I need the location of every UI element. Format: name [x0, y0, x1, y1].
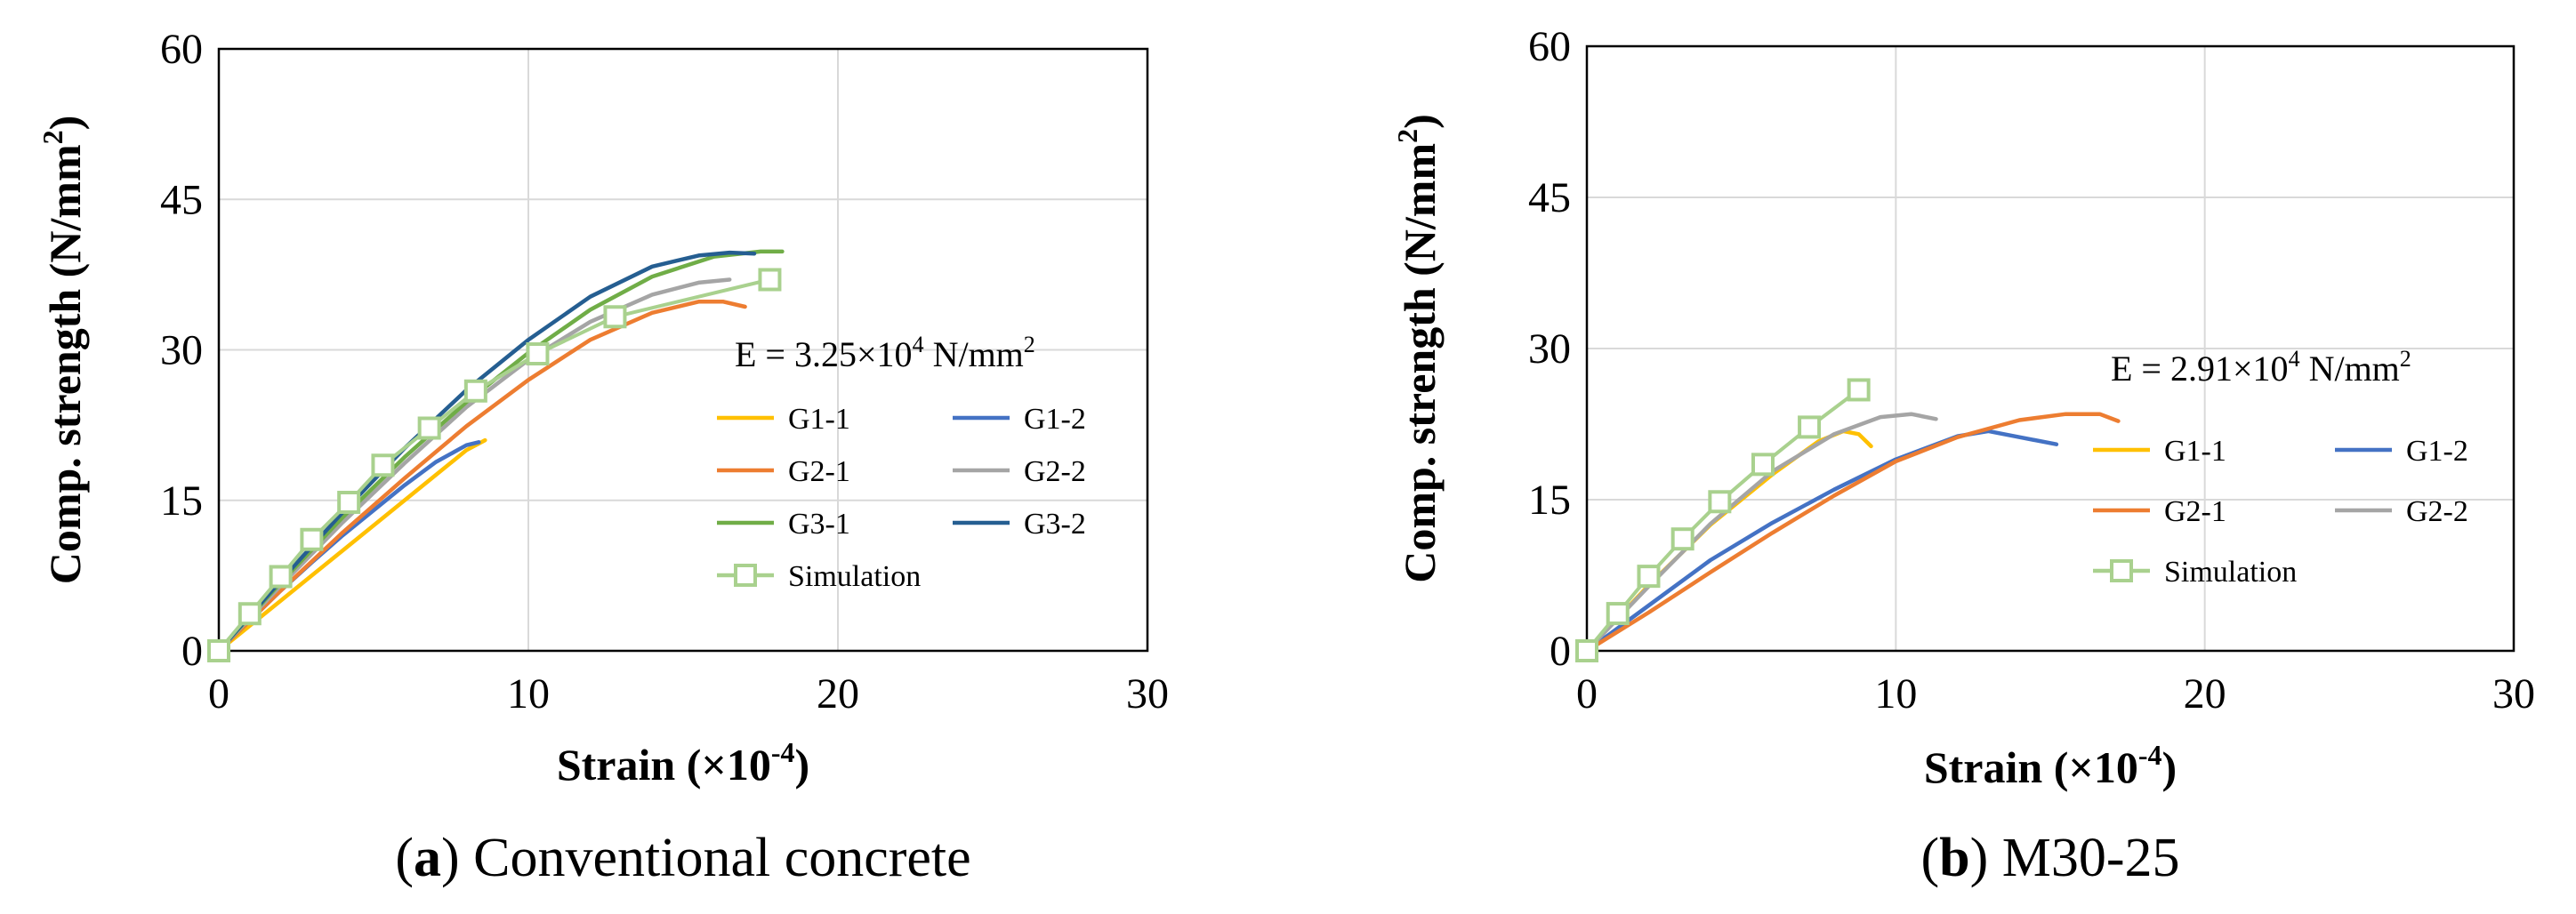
legend-label: G1-1 — [788, 403, 850, 436]
y-tick-label: 0 — [181, 628, 203, 675]
simulation-marker — [300, 527, 324, 551]
x-axis-title: Strain (×10-4) — [1924, 739, 2177, 792]
x-tick-label: 10 — [1874, 670, 1917, 718]
legend-item-g1-2: G1-2 — [2335, 435, 2468, 468]
y-tick-label: 30 — [160, 327, 203, 374]
x-tick-label: 10 — [507, 670, 550, 718]
y-tick-label: 45 — [160, 176, 203, 223]
simulation-marker — [1708, 490, 1732, 514]
series-line-g1-1 — [219, 437, 487, 651]
panel-letter: b — [1939, 828, 1969, 888]
legend-item-g1-1: G1-1 — [2093, 435, 2226, 468]
series-line-g3-1 — [219, 249, 785, 651]
simulation-marker — [1798, 415, 1822, 439]
series-line-g1-2 — [1587, 429, 2059, 651]
series-line-g3-2 — [219, 250, 757, 651]
series-line-g2-2 — [219, 277, 732, 651]
modulus-annotation: E = 2.91×104 N/mm2 — [2111, 346, 2411, 389]
simulation-marker — [337, 491, 361, 515]
y-tick-label: 0 — [1550, 628, 1571, 675]
legend-label: Simulation — [788, 560, 921, 593]
series-line-simulation — [219, 277, 772, 651]
legend-item-simulation: Simulation — [717, 560, 921, 593]
legend-item-g2-1: G2-1 — [717, 455, 850, 488]
simulation-marker — [463, 379, 487, 403]
x-tick-label: 30 — [1126, 670, 1169, 718]
y-tick-label: 60 — [160, 26, 203, 73]
series-group — [219, 249, 785, 651]
series-line-g2-1 — [219, 300, 747, 651]
chart-panel-b: 0 10 20 30 0 15 30 45 60 Strain (×10-4) Comp. stre… — [1391, 23, 2535, 888]
simulation-marker — [371, 453, 395, 477]
simulation-marker — [1751, 453, 1775, 477]
simulation-marker — [1575, 639, 1598, 662]
legend-marker — [734, 564, 757, 587]
panel-letter: a — [414, 828, 441, 888]
legend: G1-1 G1-2 G2-1 G2-2 G3-1 G3-2 Simulation — [717, 403, 1086, 593]
plot-area-frame — [217, 47, 1149, 653]
legend-label: G3-2 — [1024, 508, 1086, 541]
legend-item-g1-1: G1-1 — [717, 403, 850, 436]
y-axis-title: Comp. strength (N/mm2) — [1391, 114, 1445, 583]
simulation-marker — [237, 602, 262, 626]
x-tick-label: 0 — [1576, 670, 1598, 718]
y-axis-title: Comp. strength (N/mm2) — [36, 116, 90, 585]
legend-label: G2-2 — [2406, 495, 2468, 528]
x-axis-title: Strain (×10-4) — [557, 736, 809, 790]
y-tick-label: 15 — [1528, 477, 1571, 524]
simulation-marker — [603, 305, 627, 329]
legend-label: G1-1 — [2164, 435, 2226, 468]
legend-label: G1-2 — [2406, 435, 2468, 468]
legend: G1-1 G1-2 G2-1 G2-2 Simulation — [2093, 435, 2468, 589]
series-line-g2-2 — [1587, 412, 1938, 651]
x-tick-label: 20 — [817, 670, 859, 718]
simulation-marker — [417, 416, 441, 440]
legend-label: G3-1 — [788, 508, 850, 541]
legend-item-simulation: Simulation — [2093, 556, 2297, 589]
x-tick-label: 30 — [2492, 670, 2535, 718]
simulation-marker — [758, 268, 782, 292]
legend-marker — [2110, 559, 2133, 582]
simulation-marker — [1606, 602, 1630, 626]
legend-label: G2-1 — [2164, 495, 2226, 528]
y-tick-label: 30 — [1528, 325, 1571, 373]
modulus-annotation: E = 3.25×104 N/mm2 — [735, 332, 1035, 374]
y-tick-label: 60 — [1528, 23, 1571, 70]
series-line-g2-1 — [1587, 412, 2121, 651]
x-tick-label: 0 — [208, 670, 229, 718]
panel-caption: (a) Conventional concrete — [395, 828, 970, 888]
panel-caption: (b) M30-25 — [1920, 828, 2179, 888]
legend-label: G1-2 — [1024, 403, 1086, 436]
simulation-marker — [1670, 527, 1695, 551]
legend-item-g2-1: G2-1 — [2093, 495, 2226, 528]
simulation-marker — [526, 342, 550, 366]
legend-label: Simulation — [2164, 556, 2297, 589]
legend-label: G2-1 — [788, 455, 850, 488]
simulation-marker — [1637, 565, 1661, 589]
x-tick-label: 20 — [2184, 670, 2226, 718]
plot-area-frame — [1585, 44, 2516, 653]
legend-item-g2-2: G2-2 — [953, 455, 1086, 488]
series-group — [1587, 388, 2121, 651]
legend-item-g1-2: G1-2 — [953, 403, 1086, 436]
legend-item-g2-2: G2-2 — [2335, 495, 2468, 528]
simulation-marker — [1847, 378, 1871, 402]
legend-item-g3-1: G3-1 — [717, 508, 850, 541]
y-tick-label: 15 — [160, 477, 203, 525]
legend-item-g3-2: G3-2 — [953, 508, 1086, 541]
chart-panel-a: 0 10 20 30 0 15 30 45 60 Strain (×10-4) Comp. stre… — [36, 26, 1169, 888]
simulation-marker — [207, 639, 230, 662]
legend-label: G2-2 — [1024, 455, 1086, 488]
simulation-marker — [269, 565, 293, 589]
y-tick-label: 45 — [1528, 174, 1571, 221]
